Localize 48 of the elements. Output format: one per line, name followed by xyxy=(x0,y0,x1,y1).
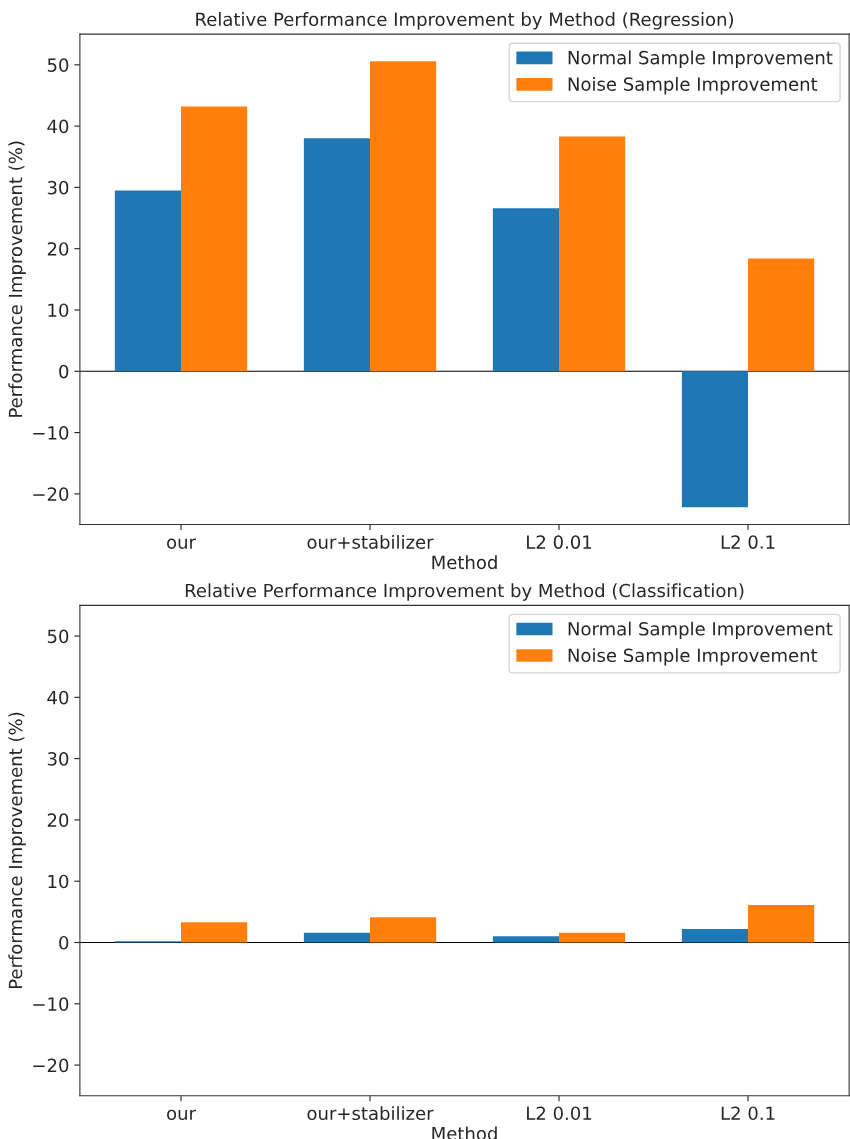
bar xyxy=(559,136,626,372)
bar xyxy=(370,61,437,372)
bar xyxy=(748,258,815,372)
legend-label: Noise Sample Improvement xyxy=(568,648,818,666)
bar xyxy=(492,936,560,943)
bar xyxy=(559,932,626,943)
y-tick-label: −20 xyxy=(33,487,69,501)
legend-label: Normal Sample Improvement xyxy=(568,621,833,640)
bar xyxy=(114,190,182,372)
x-tick-label: our+stabilizer xyxy=(307,534,434,549)
x-tick-label: L2 0.01 xyxy=(527,535,592,549)
y-tick-label: −20 xyxy=(33,1058,69,1073)
bar xyxy=(681,929,749,943)
y-tick-label: 40 xyxy=(47,119,69,134)
bar xyxy=(370,917,437,943)
y-tick-label: −10 xyxy=(33,426,69,440)
bar xyxy=(181,106,248,372)
y-axis-title: Performance Improvement (%) xyxy=(8,141,26,417)
y-axis-title: Performance Improvement (%) xyxy=(8,712,26,989)
y-tick-label: 10 xyxy=(48,874,69,889)
x-axis-title: Method xyxy=(432,555,497,570)
y-tick-label: 0 xyxy=(59,935,69,950)
x-tick-label: our xyxy=(167,538,196,549)
y-tick-label: −10 xyxy=(33,997,69,1011)
chart-title: Relative Performance Improvement by Method (Classification) xyxy=(185,583,744,601)
bar xyxy=(681,371,749,508)
x-tick-label: our xyxy=(167,1109,196,1121)
chart-title: Relative Performance Improvement by Method (Regression) xyxy=(196,12,733,30)
y-tick-label: 50 xyxy=(47,58,69,72)
x-tick-label: our+stabilizer xyxy=(307,1106,434,1121)
x-tick-label: L2 0.1 xyxy=(721,535,775,549)
x-tick-label: L2 0.1 xyxy=(721,1106,775,1121)
bar xyxy=(303,138,371,372)
y-tick-label: 30 xyxy=(47,752,69,766)
bar xyxy=(492,208,560,372)
legend-label: Noise Sample Improvement xyxy=(568,76,818,95)
y-tick-label: 30 xyxy=(47,180,69,195)
y-tick-label: 20 xyxy=(47,813,69,828)
bar xyxy=(748,905,815,943)
y-tick-label: 50 xyxy=(47,629,69,644)
y-tick-label: 40 xyxy=(47,690,69,705)
y-tick-label: 20 xyxy=(47,242,69,256)
y-tick-label: 0 xyxy=(59,364,69,379)
x-tick-label: L2 0.01 xyxy=(527,1106,592,1121)
y-tick-label: 10 xyxy=(48,303,69,318)
legend-label: Normal Sample Improvement xyxy=(568,50,833,68)
bar xyxy=(303,932,371,943)
bar xyxy=(181,922,248,943)
